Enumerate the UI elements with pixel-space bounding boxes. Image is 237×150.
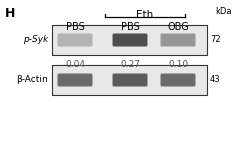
Text: β-Actin: β-Actin [16,75,48,84]
FancyBboxPatch shape [52,25,207,55]
FancyBboxPatch shape [113,74,147,87]
FancyBboxPatch shape [58,74,92,87]
FancyBboxPatch shape [160,33,196,46]
Text: 0.27: 0.27 [120,60,140,69]
FancyBboxPatch shape [52,65,207,95]
Text: 0.10: 0.10 [168,60,188,69]
Text: H: H [5,7,15,20]
Text: p-Syk: p-Syk [23,36,48,45]
FancyBboxPatch shape [113,33,147,46]
Text: Eth: Eth [136,10,154,20]
FancyBboxPatch shape [160,74,196,87]
Text: 72: 72 [210,36,221,45]
Text: 0.04: 0.04 [65,60,85,69]
Text: kDa: kDa [215,7,232,16]
Text: PBS: PBS [121,22,139,32]
Text: PBS: PBS [66,22,84,32]
Text: OBG: OBG [167,22,189,32]
Text: 43: 43 [210,75,221,84]
FancyBboxPatch shape [58,33,92,46]
